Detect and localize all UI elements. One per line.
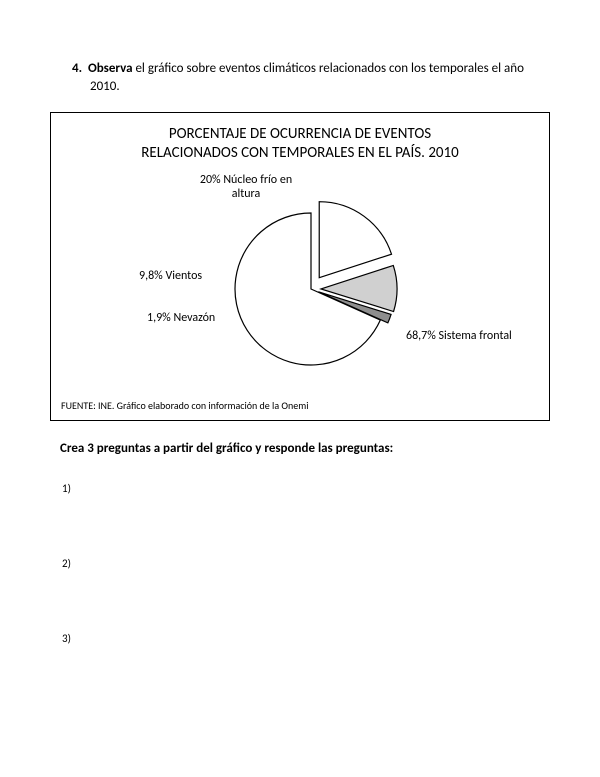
chart-container: PORCENTAJE DE OCURRENCIA DE EVENTOS RELA… — [50, 112, 550, 421]
chart-source: FUENTE: INE. Gráfico elaborado con infor… — [61, 399, 539, 412]
question-3: 3) — [62, 632, 550, 645]
instruction-rest: el gráfico sobre eventos climáticos rela… — [90, 61, 524, 94]
instruction-verb: Observa — [88, 61, 133, 76]
chart-title-line2: RELACIONADOS CON TEMPORALES EN EL PAÍS. … — [141, 144, 458, 162]
instruction-text: 4. Observa el gráfico sobre eventos clim… — [90, 60, 550, 96]
question-1: 1) — [62, 482, 550, 495]
question-2: 2) — [62, 557, 550, 570]
task-instruction: Crea 3 preguntas a partir del gráfico y … — [60, 441, 550, 456]
slice-label-nevazon: 1,9% Nevazón — [147, 311, 247, 325]
slice-label-sistema: 68,7% Sistema frontal — [406, 329, 516, 343]
chart-title-line1: PORCENTAJE DE OCURRENCIA DE EVENTOS — [169, 125, 431, 143]
slice-label-vientos: 9,8% Vientos — [139, 269, 239, 283]
slice-label-nucleo: 20% Núcleo frío en altura — [191, 173, 301, 202]
chart-area: 20% Núcleo frío en altura 9,8% Vientos 1… — [61, 171, 539, 391]
item-number: 4. — [72, 61, 82, 76]
pie-chart — [61, 171, 541, 391]
chart-title: PORCENTAJE DE OCURRENCIA DE EVENTOS RELA… — [61, 125, 539, 163]
